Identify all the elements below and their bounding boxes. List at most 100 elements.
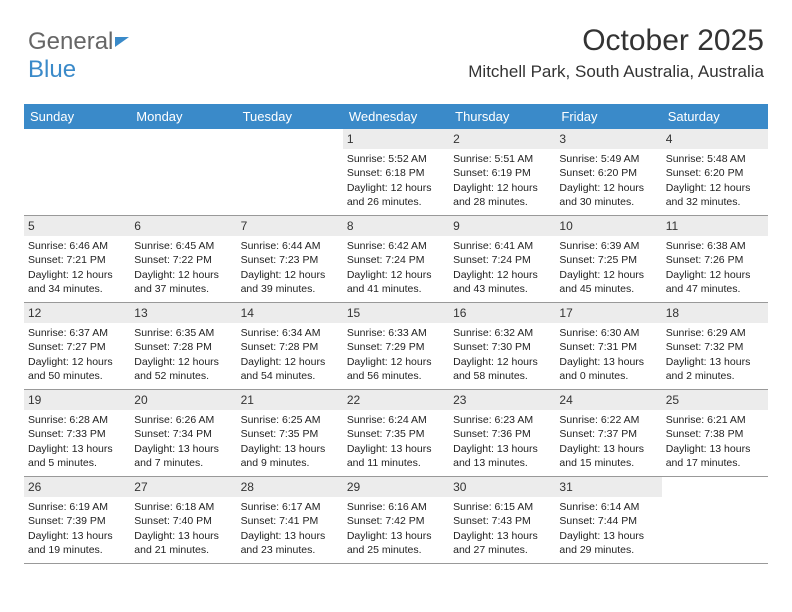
- day-info-line: Sunrise: 6:19 AM: [28, 500, 126, 514]
- day-info-line: Daylight: 12 hours and 52 minutes.: [134, 355, 232, 383]
- day-info-line: Daylight: 13 hours and 11 minutes.: [347, 442, 445, 470]
- day-info-line: Sunset: 7:43 PM: [453, 514, 551, 528]
- day-cell: 30Sunrise: 6:15 AMSunset: 7:43 PMDayligh…: [449, 477, 555, 563]
- day-number: 5: [24, 216, 130, 236]
- day-info-line: Sunrise: 6:16 AM: [347, 500, 445, 514]
- day-info-line: Daylight: 12 hours and 45 minutes.: [559, 268, 657, 296]
- day-cell: [662, 477, 768, 563]
- day-cell: 21Sunrise: 6:25 AMSunset: 7:35 PMDayligh…: [237, 390, 343, 476]
- brand-part2: Blue: [28, 56, 76, 83]
- day-cell: 22Sunrise: 6:24 AMSunset: 7:35 PMDayligh…: [343, 390, 449, 476]
- day-number: 31: [555, 477, 661, 497]
- week-row: 26Sunrise: 6:19 AMSunset: 7:39 PMDayligh…: [24, 477, 768, 564]
- day-info-line: Sunset: 7:36 PM: [453, 427, 551, 441]
- day-info-line: Sunset: 6:19 PM: [453, 166, 551, 180]
- day-cell: 31Sunrise: 6:14 AMSunset: 7:44 PMDayligh…: [555, 477, 661, 563]
- weekday-saturday: Saturday: [662, 104, 768, 129]
- day-info-line: Daylight: 13 hours and 0 minutes.: [559, 355, 657, 383]
- day-info-line: Daylight: 13 hours and 2 minutes.: [666, 355, 764, 383]
- day-cell: 14Sunrise: 6:34 AMSunset: 7:28 PMDayligh…: [237, 303, 343, 389]
- day-cell: 19Sunrise: 6:28 AMSunset: 7:33 PMDayligh…: [24, 390, 130, 476]
- day-number: 20: [130, 390, 236, 410]
- day-info-line: Sunset: 7:21 PM: [28, 253, 126, 267]
- day-number: 28: [237, 477, 343, 497]
- day-info-line: Sunset: 6:18 PM: [347, 166, 445, 180]
- day-cell: 1Sunrise: 5:52 AMSunset: 6:18 PMDaylight…: [343, 129, 449, 215]
- day-number: 30: [449, 477, 555, 497]
- day-info-line: Daylight: 13 hours and 5 minutes.: [28, 442, 126, 470]
- day-number: 2: [449, 129, 555, 149]
- day-number: [237, 129, 343, 133]
- day-number: 9: [449, 216, 555, 236]
- day-number: 21: [237, 390, 343, 410]
- weekday-sunday: Sunday: [24, 104, 130, 129]
- day-number: [24, 129, 130, 133]
- day-cell: 8Sunrise: 6:42 AMSunset: 7:24 PMDaylight…: [343, 216, 449, 302]
- day-cell: 2 Sunrise: 5:51 AMSunset: 6:19 PMDaylight…: [449, 129, 555, 215]
- day-cell: 13Sunrise: 6:35 AMSunset: 7:28 PMDayligh…: [130, 303, 236, 389]
- day-number: 3: [555, 129, 661, 149]
- day-info-line: Sunrise: 6:38 AM: [666, 239, 764, 253]
- day-info-line: Sunset: 7:24 PM: [347, 253, 445, 267]
- day-info-line: Daylight: 12 hours and 28 minutes.: [453, 181, 551, 209]
- day-cell: 3 Sunrise: 5:49 AMSunset: 6:20 PMDaylight…: [555, 129, 661, 215]
- day-info-line: Sunrise: 6:39 AM: [559, 239, 657, 253]
- weekday-wednesday: Wednesday: [343, 104, 449, 129]
- day-info-line: Daylight: 12 hours and 56 minutes.: [347, 355, 445, 383]
- day-cell: 24Sunrise: 6:22 AMSunset: 7:37 PMDayligh…: [555, 390, 661, 476]
- day-info-line: Sunrise: 6:41 AM: [453, 239, 551, 253]
- day-info-line: Daylight: 12 hours and 30 minutes.: [559, 181, 657, 209]
- day-cell: 20Sunrise: 6:26 AMSunset: 7:34 PMDayligh…: [130, 390, 236, 476]
- day-number: 24: [555, 390, 661, 410]
- day-number: 25: [662, 390, 768, 410]
- day-info-line: Sunset: 7:28 PM: [241, 340, 339, 354]
- weekday-header-row: Sunday Monday Tuesday Wednesday Thursday…: [24, 104, 768, 129]
- day-info-line: Daylight: 13 hours and 25 minutes.: [347, 529, 445, 557]
- day-cell: 4Sunrise: 5:48 AMSunset: 6:20 PMDaylight…: [662, 129, 768, 215]
- day-number: 8: [343, 216, 449, 236]
- day-info-line: Sunset: 6:20 PM: [559, 166, 657, 180]
- day-info-line: Sunset: 7:27 PM: [28, 340, 126, 354]
- day-number: 11: [662, 216, 768, 236]
- day-info-line: Sunrise: 6:17 AM: [241, 500, 339, 514]
- day-number: 12: [24, 303, 130, 323]
- day-number: [130, 129, 236, 133]
- day-info-line: Sunset: 7:30 PM: [453, 340, 551, 354]
- day-info-line: Sunset: 7:29 PM: [347, 340, 445, 354]
- day-info-line: Sunset: 7:37 PM: [559, 427, 657, 441]
- day-info-line: Daylight: 12 hours and 43 minutes.: [453, 268, 551, 296]
- day-number: 22: [343, 390, 449, 410]
- day-number: [662, 477, 768, 481]
- day-info-line: Sunrise: 6:32 AM: [453, 326, 551, 340]
- day-info-line: Sunrise: 5:52 AM: [347, 152, 445, 166]
- day-number: 15: [343, 303, 449, 323]
- day-cell: 29 Sunrise: 6:16 AMSunset: 7:42 PMDayligh…: [343, 477, 449, 563]
- day-info-line: Sunrise: 6:24 AM: [347, 413, 445, 427]
- day-info-line: Daylight: 13 hours and 27 minutes.: [453, 529, 551, 557]
- day-info-line: Sunset: 7:44 PM: [559, 514, 657, 528]
- day-info-line: Sunrise: 6:30 AM: [559, 326, 657, 340]
- page-header: October 2025 Mitchell Park, South Austra…: [468, 24, 764, 82]
- day-info-line: Sunrise: 6:44 AM: [241, 239, 339, 253]
- day-info-line: Sunset: 7:38 PM: [666, 427, 764, 441]
- day-info-line: Sunset: 7:42 PM: [347, 514, 445, 528]
- day-number: 23: [449, 390, 555, 410]
- day-info-line: Sunrise: 5:49 AM: [559, 152, 657, 166]
- day-info-line: Sunrise: 6:26 AM: [134, 413, 232, 427]
- day-info-line: Sunrise: 6:34 AM: [241, 326, 339, 340]
- day-info-line: Daylight: 13 hours and 23 minutes.: [241, 529, 339, 557]
- day-info-line: Sunset: 7:40 PM: [134, 514, 232, 528]
- day-info-line: Sunrise: 6:29 AM: [666, 326, 764, 340]
- day-info-line: Daylight: 12 hours and 26 minutes.: [347, 181, 445, 209]
- day-cell: [24, 129, 130, 215]
- day-info-line: Sunset: 7:39 PM: [28, 514, 126, 528]
- brand-triangle-icon: [115, 37, 129, 47]
- weekday-monday: Monday: [130, 104, 236, 129]
- day-number: 16: [449, 303, 555, 323]
- day-cell: 6Sunrise: 6:45 AMSunset: 7:22 PMDaylight…: [130, 216, 236, 302]
- day-number: 29: [343, 477, 449, 497]
- day-info-line: Sunrise: 5:51 AM: [453, 152, 551, 166]
- day-info-line: Daylight: 13 hours and 13 minutes.: [453, 442, 551, 470]
- day-info-line: Sunrise: 6:23 AM: [453, 413, 551, 427]
- day-info-line: Sunset: 7:31 PM: [559, 340, 657, 354]
